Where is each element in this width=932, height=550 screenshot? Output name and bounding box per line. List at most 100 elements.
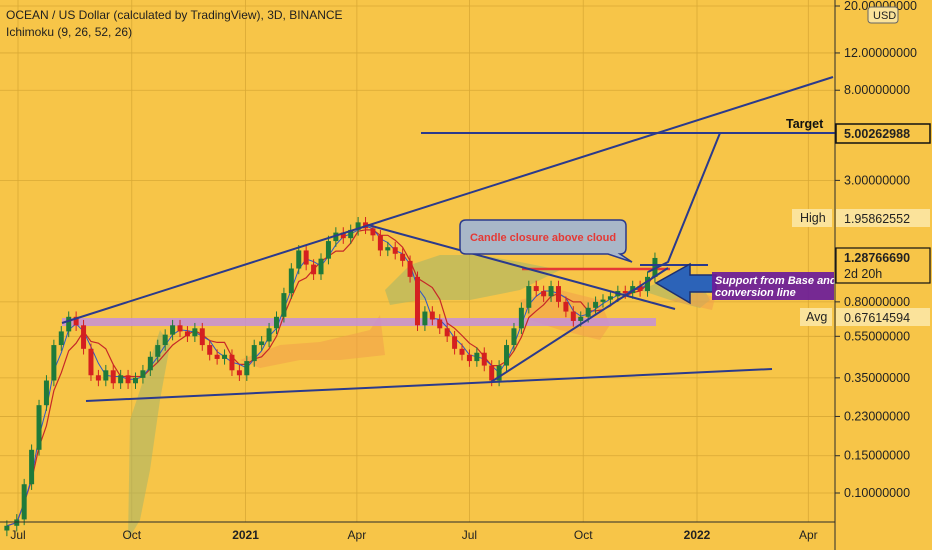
y-tick-label: 8.00000000 — [844, 83, 910, 97]
symbol-title: OCEAN / US Dollar (calculated by Trading… — [6, 8, 343, 22]
x-tick-label: Jul — [462, 528, 477, 542]
candle-body — [548, 286, 554, 297]
target-price: 5.00262988 — [844, 127, 910, 141]
candle-body — [73, 316, 79, 326]
candle-body — [496, 365, 502, 381]
candle-body — [184, 331, 190, 337]
candle-body — [325, 241, 331, 259]
candles — [4, 217, 658, 537]
y-tick-label: 0.80000000 — [844, 295, 910, 309]
candle-body — [236, 370, 242, 376]
candle-body — [348, 229, 354, 239]
candle-body — [355, 222, 361, 230]
x-tick-label: Oct — [122, 528, 141, 542]
candle-body — [563, 301, 569, 312]
candle-body — [422, 311, 428, 326]
candle-body — [21, 484, 27, 520]
candle-body — [518, 307, 524, 329]
candle-body — [4, 525, 10, 531]
candle-body — [132, 377, 138, 384]
candle-body — [125, 375, 131, 384]
candle-body — [110, 370, 116, 384]
candle-body — [429, 311, 435, 320]
usd-badge[interactable]: USD — [867, 6, 899, 24]
candle-body — [14, 519, 20, 526]
candle-closure-callout: Candle closure above cloud — [459, 219, 633, 263]
support-note: Support from Base and conversion line — [712, 272, 837, 300]
x-tick-label: Apr — [348, 528, 367, 542]
candle-body — [600, 299, 606, 302]
x-tick-label: 2022 — [684, 528, 711, 542]
x-axis-ticks: Jul Oct 2021 Apr Jul Oct 2022 Apr — [10, 528, 817, 542]
candle-body — [607, 296, 613, 300]
grid-lines — [0, 0, 835, 522]
candle-body — [377, 235, 383, 251]
x-tick-label: Apr — [799, 528, 818, 542]
trendlines — [61, 76, 836, 402]
base-line — [6, 229, 656, 527]
high-price: 1.95862552 — [844, 212, 910, 226]
support-note-line1: Support from Base and — [715, 275, 837, 287]
avg-price: 0.67614594 — [844, 311, 910, 325]
candle-body — [29, 449, 35, 485]
candle-body — [199, 328, 205, 346]
candle-body — [303, 250, 309, 265]
cloud-orange-2021c — [670, 292, 715, 310]
cloud-green-2021 — [385, 255, 560, 305]
candle-body — [481, 352, 487, 366]
candle-body — [526, 286, 532, 308]
candle-body — [466, 354, 472, 362]
candle-body — [333, 232, 339, 242]
high-label: High — [800, 211, 826, 225]
x-tick-label: 2021 — [232, 528, 259, 542]
y-tick-label: 3.00000000 — [844, 173, 910, 187]
cloud-orange-2021a — [240, 315, 385, 368]
candle-body — [370, 228, 376, 236]
candle-body — [229, 354, 235, 371]
candle-body — [504, 345, 510, 366]
y-tick-label: 0.35000000 — [844, 371, 910, 385]
candle-body — [452, 336, 458, 349]
candle-body — [259, 341, 265, 346]
candle-body — [88, 348, 94, 376]
candle-body — [541, 291, 547, 297]
y-tick-label: 12.00000000 — [844, 46, 917, 60]
candle-body — [511, 328, 517, 346]
y-tick-label: 0.55000000 — [844, 329, 910, 343]
cloud-green-2020 — [128, 330, 170, 540]
candle-body — [585, 307, 591, 317]
cloud-orange-2021b — [520, 290, 610, 340]
ascending-line — [490, 267, 669, 383]
candle-body — [273, 316, 279, 329]
candle-body — [296, 250, 302, 269]
candle-body — [214, 354, 220, 359]
candle-body — [385, 247, 391, 251]
candle-body — [207, 345, 213, 355]
conversion-line — [6, 225, 656, 527]
candle-body — [155, 345, 161, 357]
candle-body — [66, 316, 72, 332]
candle-body — [140, 370, 146, 378]
candle-body — [281, 293, 287, 317]
avg-label: Avg — [806, 310, 827, 324]
candle-body — [414, 276, 420, 326]
candle-body — [570, 311, 576, 321]
y-axis-ticks: 20.0000000012.000000008.000000003.000000… — [835, 0, 917, 500]
candle-body — [118, 375, 124, 384]
candle-body — [170, 325, 176, 335]
candle-body — [43, 380, 49, 406]
support-band — [62, 318, 656, 326]
candle-body — [81, 325, 87, 349]
lower-channel-line — [85, 368, 773, 402]
candle-body — [103, 370, 109, 381]
candle-body — [474, 352, 480, 362]
candle-body — [444, 328, 450, 337]
descending-line — [367, 224, 676, 310]
last-price-tag: 1.28766690 2d 20h — [835, 247, 931, 284]
candle-body — [318, 258, 324, 275]
candle-body — [192, 328, 198, 337]
candle-body — [392, 247, 398, 254]
candle-body — [288, 268, 294, 294]
candle-body — [437, 319, 443, 329]
upper-channel-line — [61, 76, 834, 324]
